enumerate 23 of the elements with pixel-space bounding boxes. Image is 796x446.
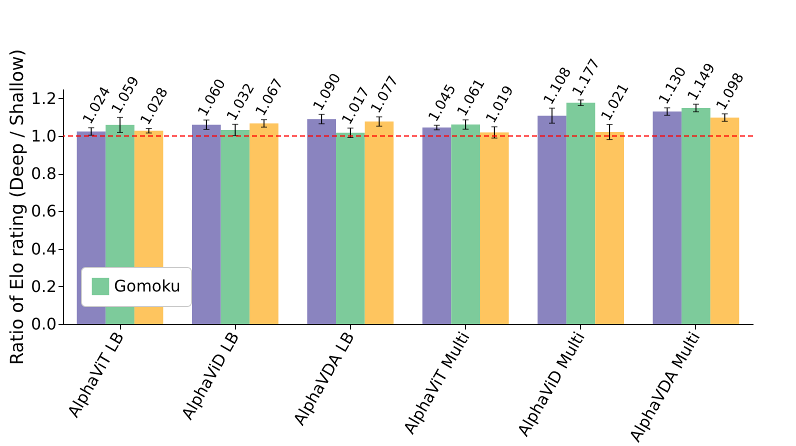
bar xyxy=(422,128,452,324)
y-tick-label: 0.6 xyxy=(31,202,56,221)
y-axis-title: Ratio of Elo rating (Deep / Shallow) xyxy=(7,49,28,365)
bar xyxy=(682,108,710,324)
y-tick-label: 0.8 xyxy=(31,164,56,184)
bar xyxy=(336,132,365,324)
bar xyxy=(307,119,336,324)
y-tick-label: 1.0 xyxy=(31,126,56,146)
bar xyxy=(451,124,480,324)
bar xyxy=(220,130,250,324)
bar xyxy=(710,118,740,324)
y-tick-label: 0.4 xyxy=(31,239,56,258)
y-tick-label: 0.0 xyxy=(31,314,56,334)
bar xyxy=(652,112,682,324)
bar xyxy=(566,102,596,324)
y-tick-label: 0.2 xyxy=(31,276,56,296)
bar xyxy=(192,124,221,324)
bar xyxy=(595,132,624,324)
bar xyxy=(250,123,278,324)
y-tick-label: 1.2 xyxy=(31,88,56,108)
legend-label: Gomoku xyxy=(114,276,180,296)
bar xyxy=(480,132,509,324)
bar xyxy=(538,116,566,324)
